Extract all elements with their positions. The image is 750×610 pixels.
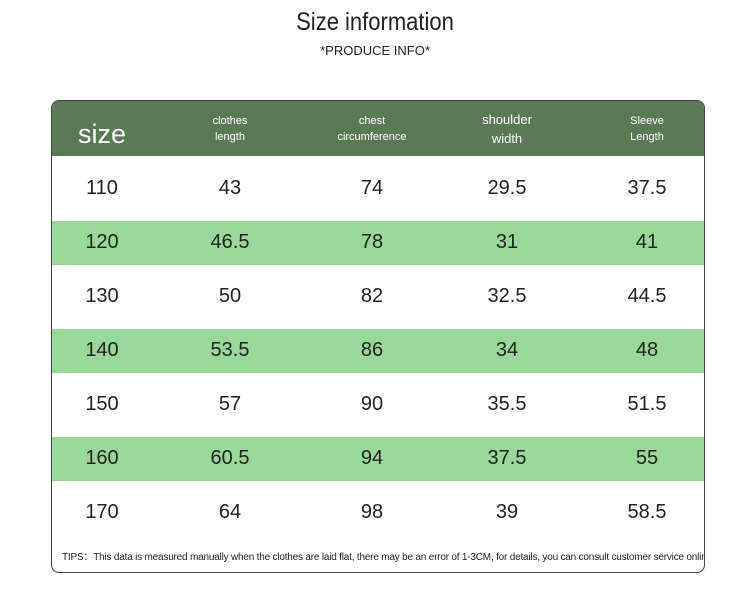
subtitle: *PRODUCE INFO* <box>320 43 430 58</box>
column-header: clothes length <box>160 101 300 156</box>
cell: 55 <box>635 447 659 469</box>
header-line: Sleeve <box>630 114 664 127</box>
cell: 50 <box>218 285 242 307</box>
header-line: size <box>77 118 126 149</box>
cell: 90 <box>360 393 384 415</box>
column-header: chest circumference <box>302 101 442 156</box>
cell: 44.5 <box>627 285 667 307</box>
header-line: chest <box>358 114 386 127</box>
cell: 37.5 <box>487 447 527 469</box>
cell: 34 <box>495 339 519 361</box>
column-header: shoulder width <box>437 101 577 156</box>
cell: 82 <box>360 285 384 307</box>
cell: 46.5 <box>210 231 250 253</box>
cell: 60.5 <box>210 447 250 469</box>
cell: 170 <box>85 501 119 523</box>
row-band <box>52 221 704 265</box>
cell: 58.5 <box>627 501 667 523</box>
row-band <box>52 329 704 373</box>
cell: 120 <box>85 231 119 253</box>
cell: 150 <box>85 393 119 415</box>
header-line: clothes <box>212 114 248 127</box>
cell: 130 <box>85 285 119 307</box>
header-line: length <box>215 130 245 143</box>
cell: 78 <box>360 231 384 253</box>
tips: TIPS：This data is measured manually when… <box>62 552 705 563</box>
cell: 160 <box>85 447 119 469</box>
cell: 37.5 <box>627 177 667 199</box>
size-table: size clothes length chest circumference shoul… <box>51 100 705 573</box>
cell: 35.5 <box>487 393 527 415</box>
column-header: Sleeve Length <box>577 101 704 156</box>
cell: 140 <box>85 339 119 361</box>
header-line: width <box>491 130 523 146</box>
cell: 110 <box>86 177 118 199</box>
cell: 41 <box>635 231 659 253</box>
cell: 57 <box>218 393 242 415</box>
cell: 39 <box>495 501 519 523</box>
cell: 98 <box>360 501 384 523</box>
cell: 43 <box>218 177 242 199</box>
table-header: size clothes length chest circumference shoul… <box>52 101 704 156</box>
cell: 64 <box>218 501 242 523</box>
cell: 29.5 <box>487 177 527 199</box>
cell: 31 <box>495 231 519 253</box>
cell: 51.5 <box>627 393 667 415</box>
cell: 53.5 <box>210 339 250 361</box>
column-header: size <box>52 101 172 156</box>
row-band <box>52 437 704 481</box>
header-line: shoulder <box>482 111 532 127</box>
cell: 48 <box>635 339 659 361</box>
header-line: Length <box>630 130 664 143</box>
title: Size information <box>296 8 454 36</box>
header-line: circumference <box>337 130 407 143</box>
cell: 32.5 <box>487 285 527 307</box>
cell: 94 <box>360 447 384 469</box>
cell: 74 <box>360 177 384 199</box>
cell: 86 <box>360 339 384 361</box>
